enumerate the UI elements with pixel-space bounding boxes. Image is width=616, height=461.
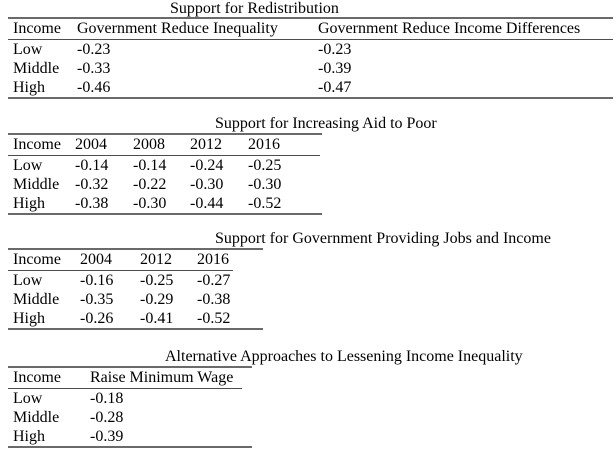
row-label: Middle bbox=[13, 60, 60, 77]
table-rule-top bbox=[8, 133, 322, 135]
data-cell: -0.28 bbox=[90, 409, 124, 426]
table-rule-bottom bbox=[8, 328, 263, 330]
row-label: Low bbox=[13, 272, 43, 289]
row-label: Middle bbox=[13, 291, 60, 308]
table-rule-bottom bbox=[8, 213, 322, 215]
row-label: High bbox=[13, 195, 45, 212]
data-cell: -0.27 bbox=[197, 272, 231, 289]
column-header: Income bbox=[13, 136, 61, 153]
column-header: 2004 bbox=[80, 251, 112, 268]
table-row: Middle -0.35 -0.29 -0.38 bbox=[8, 290, 263, 309]
data-cell: -0.23 bbox=[318, 41, 352, 58]
table-title-redistribution: Support for Redistribution bbox=[170, 0, 339, 17]
column-header: 2004 bbox=[75, 136, 107, 153]
column-header: 2012 bbox=[190, 136, 222, 153]
column-header: Income bbox=[13, 20, 61, 37]
table-row: High -0.38 -0.30 -0.44 -0.52 bbox=[8, 194, 322, 213]
table-row: Low -0.16 -0.25 -0.27 bbox=[8, 271, 263, 290]
table-title-jobs-income: Support for Government Providing Jobs an… bbox=[215, 230, 551, 247]
table-row: Middle -0.33 -0.39 bbox=[8, 59, 613, 78]
data-cell: -0.38 bbox=[75, 195, 109, 212]
table-row: High -0.39 bbox=[8, 427, 252, 446]
column-header: Raise Minimum Wage bbox=[90, 369, 234, 386]
table-row: High -0.46 -0.47 bbox=[8, 78, 613, 97]
row-label: High bbox=[13, 428, 45, 445]
data-cell: -0.23 bbox=[77, 41, 111, 58]
data-cell: -0.16 bbox=[80, 272, 114, 289]
row-label: Middle bbox=[13, 409, 60, 426]
data-cell: -0.18 bbox=[90, 390, 124, 407]
row-label: High bbox=[13, 79, 45, 96]
data-cell: -0.30 bbox=[190, 176, 224, 193]
row-label: High bbox=[13, 310, 45, 327]
data-cell: -0.52 bbox=[197, 310, 231, 327]
data-cell: -0.46 bbox=[77, 79, 111, 96]
header-rule bbox=[8, 388, 242, 389]
table-rule-top bbox=[8, 366, 252, 368]
column-header: 2008 bbox=[133, 136, 165, 153]
table-row: Low -0.14 -0.14 -0.24 -0.25 bbox=[8, 156, 322, 175]
row-label: Middle bbox=[13, 176, 60, 193]
data-cell: -0.39 bbox=[90, 428, 124, 445]
table-header-row: Income Government Reduce Inequality Gove… bbox=[8, 19, 613, 39]
table-header-row: Income Raise Minimum Wage bbox=[8, 368, 252, 388]
data-cell: -0.33 bbox=[77, 60, 111, 77]
table-rule-top bbox=[8, 17, 613, 19]
data-cell: -0.14 bbox=[75, 157, 109, 174]
table-row: Middle -0.32 -0.22 -0.30 -0.30 bbox=[8, 175, 322, 194]
table-row: High -0.26 -0.41 -0.52 bbox=[8, 309, 263, 328]
data-cell: -0.14 bbox=[133, 157, 167, 174]
data-cell: -0.22 bbox=[133, 176, 167, 193]
column-header: Government Reduce Inequality bbox=[77, 20, 278, 37]
table-rule-bottom bbox=[8, 97, 613, 99]
data-cell: -0.25 bbox=[248, 157, 282, 174]
column-header: 2012 bbox=[140, 251, 172, 268]
table-title-alternative-approaches: Alternative Approaches to Lessening Inco… bbox=[165, 348, 523, 365]
data-cell: -0.41 bbox=[140, 310, 174, 327]
data-cell: -0.25 bbox=[140, 272, 174, 289]
data-cell: -0.39 bbox=[318, 60, 352, 77]
table-row: Middle -0.28 bbox=[8, 408, 252, 427]
row-label: Low bbox=[13, 157, 43, 174]
row-label: Low bbox=[13, 41, 43, 58]
data-cell: -0.30 bbox=[248, 176, 282, 193]
table-header-row: Income 2004 2012 2016 bbox=[8, 250, 263, 270]
table-jobs-income: Income 2004 2012 2016 Low -0.16 -0.25 -0… bbox=[8, 248, 263, 330]
data-cell: -0.47 bbox=[318, 79, 352, 96]
data-cell: -0.35 bbox=[80, 291, 114, 308]
table-title-aid-to-poor: Support for Increasing Aid to Poor bbox=[215, 115, 437, 132]
data-cell: -0.38 bbox=[197, 291, 231, 308]
data-cell: -0.52 bbox=[248, 195, 282, 212]
column-header: Income bbox=[13, 251, 61, 268]
header-rule bbox=[8, 39, 613, 40]
table-alternative-approaches: Income Raise Minimum Wage Low -0.18 Midd… bbox=[8, 366, 252, 448]
table-row: Low -0.23 -0.23 bbox=[8, 40, 613, 59]
header-rule bbox=[8, 155, 320, 156]
row-label: Low bbox=[13, 390, 43, 407]
header-rule bbox=[8, 270, 233, 271]
column-header: Income bbox=[13, 369, 61, 386]
table-rule-bottom bbox=[8, 446, 252, 448]
table-aid-to-poor: Income 2004 2008 2012 2016 Low -0.14 -0.… bbox=[8, 133, 322, 215]
table-redistribution: Income Government Reduce Inequality Gove… bbox=[8, 17, 613, 99]
data-cell: -0.26 bbox=[80, 310, 114, 327]
data-cell: -0.32 bbox=[75, 176, 109, 193]
data-cell: -0.24 bbox=[190, 157, 224, 174]
table-rule-top bbox=[8, 248, 263, 250]
column-header: 2016 bbox=[248, 136, 280, 153]
data-cell: -0.44 bbox=[190, 195, 224, 212]
data-cell: -0.30 bbox=[133, 195, 167, 212]
table-row: Low -0.18 bbox=[8, 389, 252, 408]
table-header-row: Income 2004 2008 2012 2016 bbox=[8, 135, 322, 155]
column-header: 2016 bbox=[197, 251, 229, 268]
column-header: Government Reduce Income Differences bbox=[318, 20, 581, 37]
data-cell: -0.29 bbox=[140, 291, 174, 308]
